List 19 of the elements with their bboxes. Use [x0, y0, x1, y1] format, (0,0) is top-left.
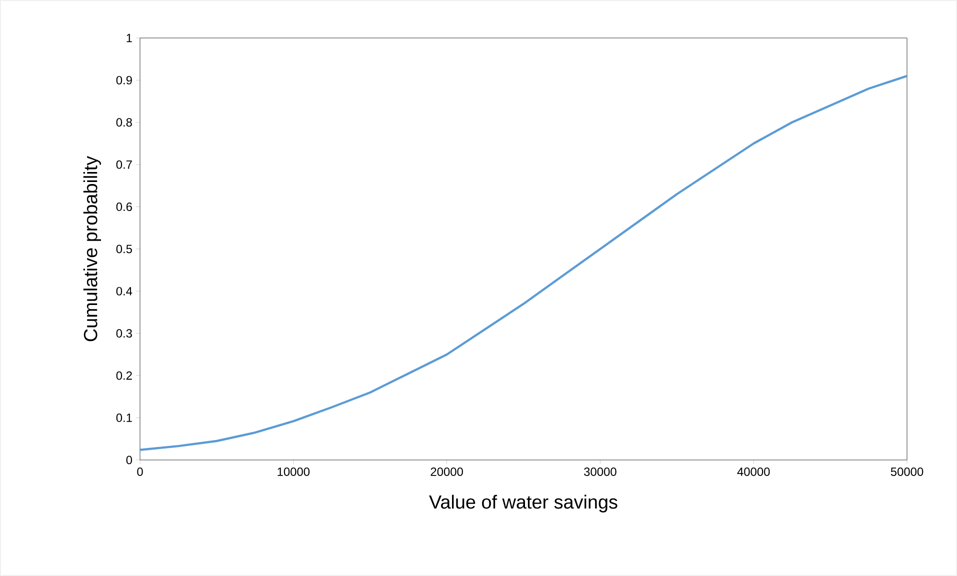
y-axis-title: Cumulative probability	[83, 156, 102, 342]
y-tick-label: 0.9	[116, 76, 132, 84]
y-tick-label: 1	[126, 34, 132, 42]
x-tick-label: 0	[137, 468, 143, 476]
y-tick-label: 0.4	[116, 286, 132, 296]
y-tick-label: 0.5	[116, 244, 132, 254]
y-tick-label: 0.8	[116, 118, 132, 127]
x-tick-label: 10000	[278, 468, 310, 476]
y-tick-label: 0.3	[116, 329, 132, 338]
y-tick-label: 0	[126, 456, 132, 464]
y-tick-label: 0.7	[116, 160, 132, 169]
x-tick-label: 40000	[737, 468, 770, 476]
y-tick-label: 0.6	[116, 202, 132, 212]
x-tick-label: 30000	[584, 468, 616, 476]
x-axis-title: Value of water savings	[429, 494, 618, 512]
x-tick-label: 50000	[890, 468, 924, 476]
x-tick-label: 20000	[430, 468, 463, 476]
y-tick-label: 0.1	[116, 414, 132, 422]
y-tick-label: 0.2	[116, 371, 132, 380]
